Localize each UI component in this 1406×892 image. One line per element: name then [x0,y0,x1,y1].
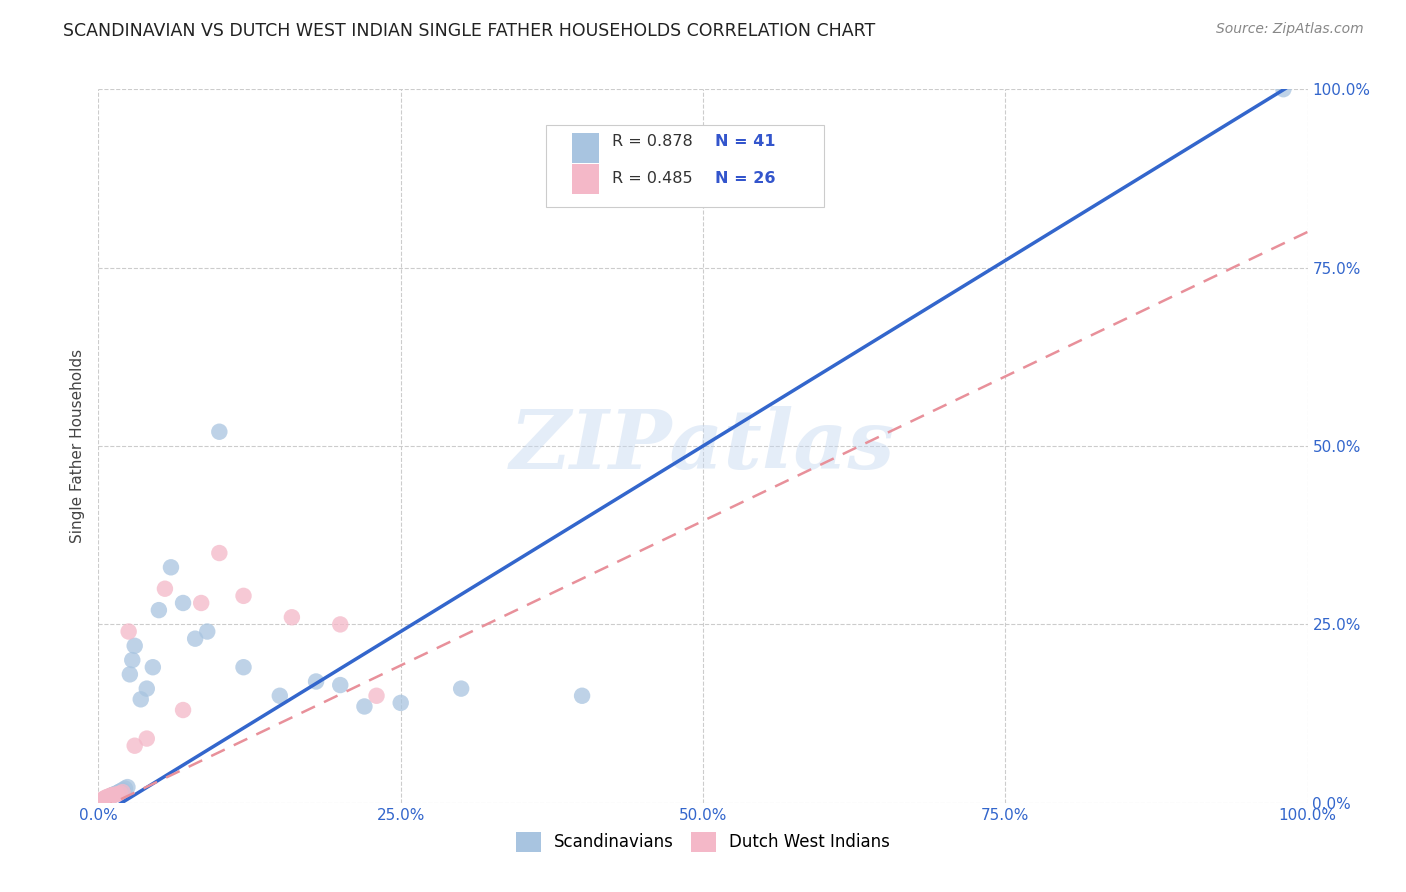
Point [107,786,129,800]
Point [160,560,183,574]
Point [101,788,124,802]
Point [114,781,136,796]
Point [105,787,128,801]
Point [91,794,114,808]
Text: R = 0.878: R = 0.878 [613,134,693,149]
Point [172,703,194,717]
Point [269,689,291,703]
Point [450,681,472,696]
Point [91,793,114,807]
Point [184,632,207,646]
Point [91,793,114,807]
Point [208,546,231,560]
Point [105,787,128,801]
Point [195,624,218,639]
Point [100,789,122,803]
Point [93,791,115,805]
FancyBboxPatch shape [572,133,599,162]
Point [1272,82,1295,96]
Point [366,689,388,703]
Point [208,425,231,439]
Y-axis label: Single Father Households: Single Father Households [69,349,84,543]
Point [124,739,146,753]
Point [281,610,304,624]
Point [97,790,120,805]
Point [97,790,120,805]
Point [124,639,146,653]
Text: Source: ZipAtlas.com: Source: ZipAtlas.com [1216,22,1364,37]
Point [118,624,141,639]
Point [94,791,117,805]
Point [148,603,170,617]
Point [389,696,412,710]
Point [121,653,143,667]
Point [96,791,118,805]
Point [101,788,124,802]
Point [96,790,118,805]
Point [329,678,352,692]
Point [89,794,111,808]
Point [111,783,134,797]
Point [117,780,139,794]
Point [135,731,157,746]
FancyBboxPatch shape [546,125,824,207]
Point [100,789,122,804]
Point [100,789,122,803]
Point [98,789,121,804]
Text: N = 41: N = 41 [716,134,776,149]
Point [142,660,165,674]
Point [305,674,328,689]
Point [353,699,375,714]
Point [93,792,115,806]
Text: R = 0.485: R = 0.485 [613,171,693,186]
Point [108,784,131,798]
Point [90,794,112,808]
FancyBboxPatch shape [572,164,599,194]
Point [89,795,111,809]
Point [108,785,131,799]
Point [100,789,122,803]
Legend: Scandinavians, Dutch West Indians: Scandinavians, Dutch West Indians [509,825,897,859]
Point [103,787,125,801]
Text: SCANDINAVIAN VS DUTCH WEST INDIAN SINGLE FATHER HOUSEHOLDS CORRELATION CHART: SCANDINAVIAN VS DUTCH WEST INDIAN SINGLE… [63,22,876,40]
Point [129,692,152,706]
Point [108,787,131,801]
Point [118,667,141,681]
Point [111,785,134,799]
Point [329,617,352,632]
Point [172,596,194,610]
Text: N = 26: N = 26 [716,171,776,186]
Point [571,689,593,703]
Point [94,790,117,805]
Point [232,660,254,674]
Point [91,792,114,806]
Point [190,596,212,610]
Point [98,790,121,805]
Text: ZIPatlas: ZIPatlas [510,406,896,486]
Point [90,794,112,808]
Point [232,589,254,603]
Point [135,681,157,696]
Point [153,582,176,596]
